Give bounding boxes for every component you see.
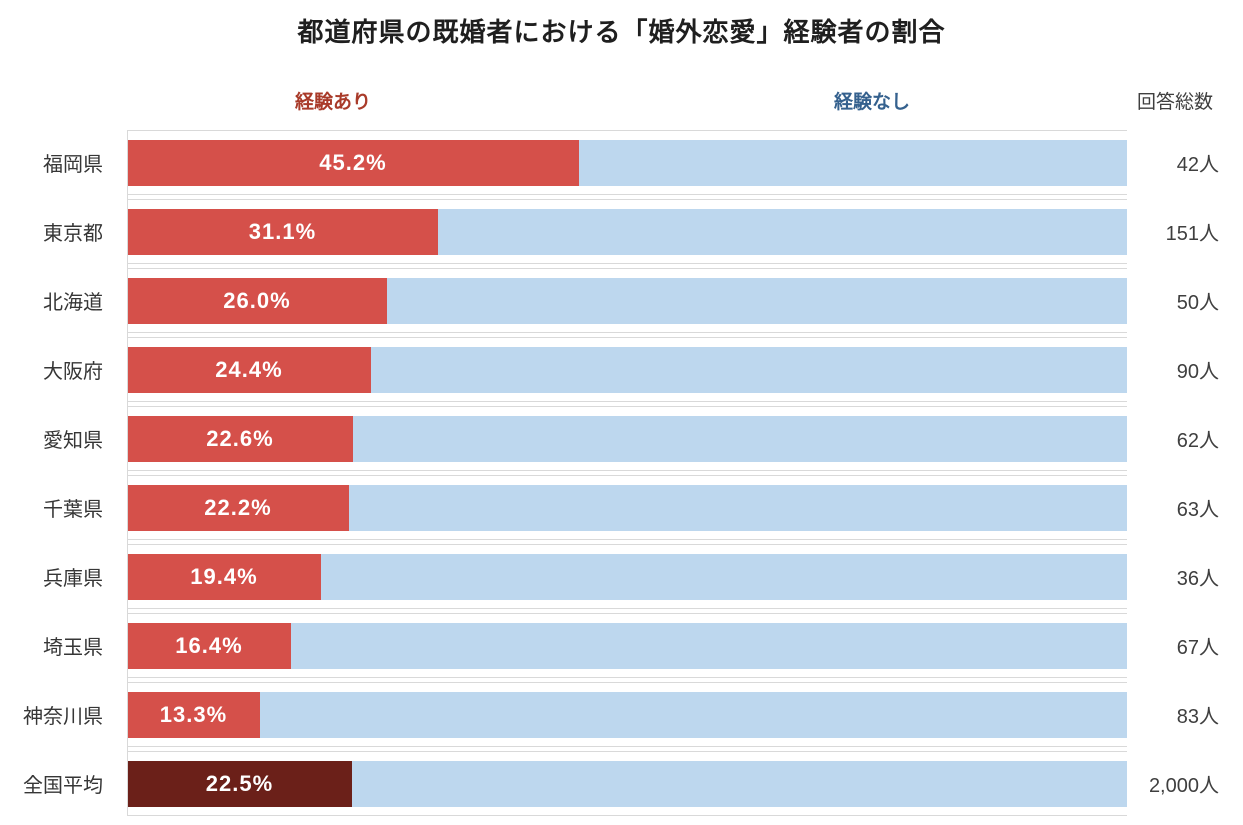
percentage-data-label: 22.5% (205, 770, 274, 796)
respondent-count-label: 90人 (1176, 361, 1219, 383)
bar-area: 13.3% (127, 682, 1127, 747)
category-label: 北海道 (43, 292, 103, 314)
bar-area: 22.5% (127, 751, 1127, 816)
experienced-bar-segment: 19.4% (127, 553, 321, 600)
chart-row: 福岡県 45.2% 42人 (0, 130, 1243, 195)
respondent-count-label: 83人 (1176, 706, 1219, 728)
category-label: 大阪府 (43, 361, 103, 383)
chart-row: 千葉県 22.2% 63人 (0, 475, 1243, 540)
not-experienced-bar-segment: 31.1% (127, 208, 1127, 255)
category-label: 福岡県 (43, 154, 103, 176)
percentage-data-label: 24.4% (215, 356, 283, 382)
not-experienced-bar-segment: 22.5% (127, 760, 1127, 807)
experienced-bar-segment: 31.1% (127, 208, 438, 255)
category-label: 神奈川県 (23, 706, 103, 728)
category-label: 兵庫県 (43, 568, 103, 590)
category-label: 埼玉県 (43, 637, 103, 659)
experienced-bar-segment: 22.6% (127, 415, 353, 462)
chart-row: 神奈川県 13.3% 83人 (0, 682, 1243, 747)
bar-area: 24.4% (127, 337, 1127, 402)
experienced-bar-segment: 22.5% (127, 760, 352, 807)
legend-experienced: 経験あり (294, 92, 371, 113)
not-experienced-bar-segment: 16.4% (127, 622, 1127, 669)
not-experienced-bar-segment: 19.4% (127, 553, 1127, 600)
chart-header: 経験あり 経験なし 回答総数 (0, 87, 1243, 114)
bar-area: 19.4% (127, 544, 1127, 609)
percentage-data-label: 19.4% (190, 563, 258, 589)
not-experienced-bar-segment: 24.4% (127, 346, 1127, 393)
not-experienced-bar-segment: 22.6% (127, 415, 1127, 462)
experienced-bar-segment: 45.2% (127, 139, 579, 186)
experienced-bar-segment: 13.3% (127, 691, 260, 738)
category-label: 全国平均 (23, 775, 103, 797)
bar-area: 22.6% (127, 406, 1127, 471)
chart-row: 兵庫県 19.4% 36人 (0, 544, 1243, 609)
chart-row: 東京都 31.1% 151人 (0, 199, 1243, 264)
experienced-bar-segment: 26.0% (127, 277, 387, 324)
respondent-count-label: 36人 (1176, 568, 1219, 590)
category-label: 愛知県 (43, 430, 103, 452)
column-header-total-respondents: 回答総数 (1136, 92, 1213, 113)
bar-area: 22.2% (127, 475, 1127, 540)
bar-area: 16.4% (127, 613, 1127, 678)
bar-area: 31.1% (127, 199, 1127, 264)
bar-area: 45.2% (127, 130, 1127, 195)
not-experienced-bar-segment: 22.2% (127, 484, 1127, 531)
experienced-bar-segment: 22.2% (127, 484, 349, 531)
chart-row: 全国平均 22.5% 2,000人 (0, 751, 1243, 816)
experienced-bar-segment: 24.4% (127, 346, 371, 393)
respondent-count-label: 63人 (1176, 499, 1219, 521)
respondent-count-label: 67人 (1176, 637, 1219, 659)
percentage-data-label: 22.2% (204, 494, 272, 520)
bar-area: 26.0% (127, 268, 1127, 333)
respondent-count-label: 50人 (1176, 292, 1219, 314)
not-experienced-bar-segment: 45.2% (127, 139, 1127, 186)
respondent-count-label: 62人 (1176, 430, 1219, 452)
chart-row: 埼玉県 16.4% 67人 (0, 613, 1243, 678)
respondent-count-label: 42人 (1176, 154, 1219, 176)
percentage-data-label: 26.0% (223, 287, 291, 313)
percentage-data-label: 13.3% (159, 701, 228, 727)
not-experienced-bar-segment: 26.0% (127, 277, 1127, 324)
category-label: 東京都 (43, 223, 103, 245)
legend-not-experienced: 経験なし (833, 92, 910, 113)
percentage-data-label: 22.6% (206, 425, 274, 451)
not-experienced-bar-segment: 13.3% (127, 691, 1127, 738)
bar-chart-plot: 福岡県 45.2% 42人 東京都 31.1% 151人 北海道 26 (0, 130, 1243, 816)
percentage-data-label: 31.1% (248, 218, 317, 244)
respondent-count-label: 151人 (1165, 223, 1219, 245)
category-label: 千葉県 (43, 499, 103, 521)
chart-title: 都道府県の既婚者における「婚外恋愛」経験者の割合 (297, 17, 946, 47)
experienced-bar-segment: 16.4% (127, 622, 291, 669)
percentage-data-label: 16.4% (175, 632, 243, 658)
chart-row: 北海道 26.0% 50人 (0, 268, 1243, 333)
respondent-count-label: 2,000人 (1148, 775, 1219, 797)
chart-row: 大阪府 24.4% 90人 (0, 337, 1243, 402)
chart-row: 愛知県 22.6% 62人 (0, 406, 1243, 471)
percentage-data-label: 45.2% (319, 149, 387, 175)
